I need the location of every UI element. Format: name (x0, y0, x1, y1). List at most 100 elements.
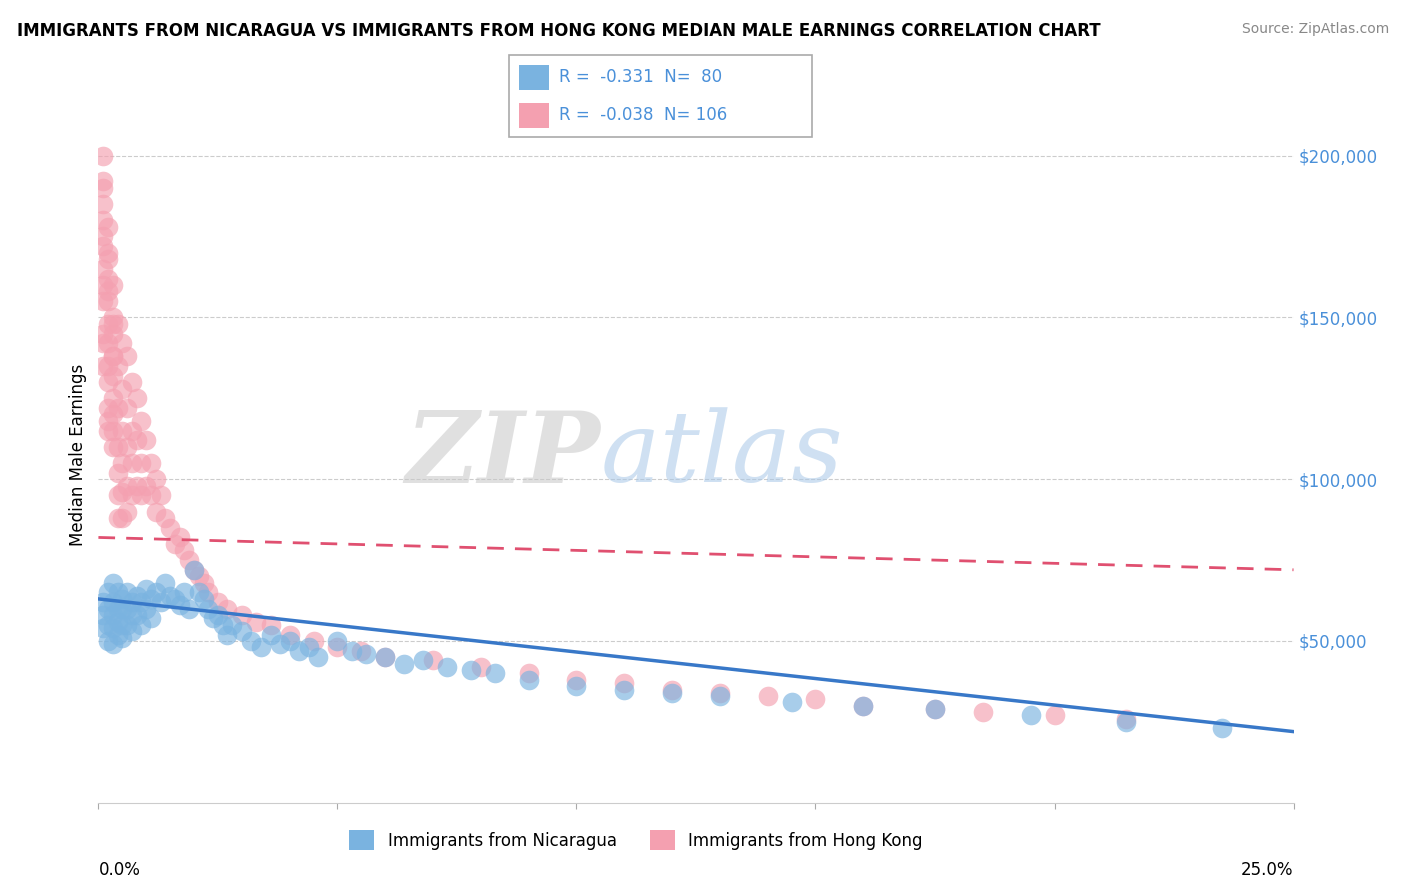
Point (97, 634, 120, 648)
Point (326, 634, 349, 648)
Point (91, 148, 114, 162)
Point (422, 653, 444, 667)
Point (470, 660, 492, 674)
Point (131, 488, 153, 502)
Point (159, 589, 181, 603)
Point (111, 424, 134, 438)
Point (1115, 712, 1137, 726)
Point (121, 488, 143, 502)
Point (197, 585, 219, 599)
Point (131, 414, 153, 428)
Point (107, 401, 129, 415)
Point (111, 336, 134, 351)
Point (97, 317, 120, 331)
Point (173, 543, 195, 558)
Point (91, 621, 114, 635)
Point (91, 326, 114, 341)
Point (125, 608, 148, 623)
Point (709, 689, 731, 703)
Point (101, 310, 124, 325)
Point (661, 682, 683, 697)
Point (207, 608, 229, 623)
Point (135, 582, 157, 597)
Point (101, 317, 124, 331)
Text: 0.0%: 0.0% (98, 861, 141, 879)
Point (131, 617, 153, 632)
Point (91, 174, 114, 188)
Point (121, 624, 143, 639)
Point (91, 213, 114, 227)
Point (193, 591, 215, 606)
Point (145, 472, 167, 486)
Point (1211, 722, 1233, 736)
Point (240, 634, 263, 648)
Point (125, 434, 148, 448)
Point (135, 601, 157, 615)
Point (97, 336, 120, 351)
FancyBboxPatch shape (519, 103, 550, 128)
Point (107, 585, 129, 599)
Point (97, 294, 120, 309)
Point (101, 368, 124, 383)
Point (97, 585, 120, 599)
Point (221, 617, 243, 632)
Point (101, 575, 124, 590)
Text: Source: ZipAtlas.com: Source: ZipAtlas.com (1241, 22, 1389, 37)
Point (125, 478, 148, 492)
Point (924, 702, 946, 716)
Point (121, 595, 143, 609)
Point (207, 595, 229, 609)
Point (115, 504, 138, 518)
Point (250, 640, 273, 655)
Point (111, 591, 134, 606)
Point (91, 197, 114, 211)
Point (97, 601, 120, 615)
Point (101, 595, 124, 609)
Point (101, 637, 124, 651)
Point (131, 456, 153, 470)
Point (217, 601, 239, 615)
Point (97, 401, 120, 415)
Point (1043, 708, 1066, 723)
Point (107, 359, 129, 373)
Point (125, 392, 148, 406)
Point (1115, 714, 1137, 729)
Point (125, 589, 148, 603)
Point (661, 686, 683, 700)
Point (101, 608, 124, 623)
Point (460, 663, 482, 677)
Point (155, 575, 177, 590)
Point (115, 440, 138, 454)
Point (183, 563, 205, 577)
Point (565, 679, 588, 693)
Point (101, 621, 124, 635)
Point (288, 643, 311, 657)
Point (374, 650, 396, 665)
Point (484, 666, 506, 681)
Point (101, 392, 124, 406)
Point (107, 317, 129, 331)
Text: IMMIGRANTS FROM NICARAGUA VS IMMIGRANTS FROM HONG KONG MEDIAN MALE EARNINGS CORR: IMMIGRANTS FROM NICARAGUA VS IMMIGRANTS … (17, 22, 1101, 40)
Point (115, 617, 138, 632)
Point (193, 575, 215, 590)
Point (197, 601, 219, 615)
Point (394, 657, 416, 671)
Point (259, 617, 281, 632)
Point (924, 702, 946, 716)
Point (121, 424, 143, 438)
Y-axis label: Median Male Earnings: Median Male Earnings (69, 364, 87, 546)
Point (517, 673, 540, 687)
Point (149, 488, 172, 502)
Point (97, 617, 120, 632)
Point (97, 285, 120, 299)
Text: R =  -0.331  N=  80: R = -0.331 N= 80 (558, 69, 721, 87)
Point (139, 456, 162, 470)
Point (115, 478, 138, 492)
Point (91, 278, 114, 293)
Point (97, 414, 120, 428)
Point (155, 511, 177, 525)
Point (101, 278, 124, 293)
Point (302, 634, 325, 648)
Point (350, 643, 373, 657)
Point (269, 637, 291, 651)
